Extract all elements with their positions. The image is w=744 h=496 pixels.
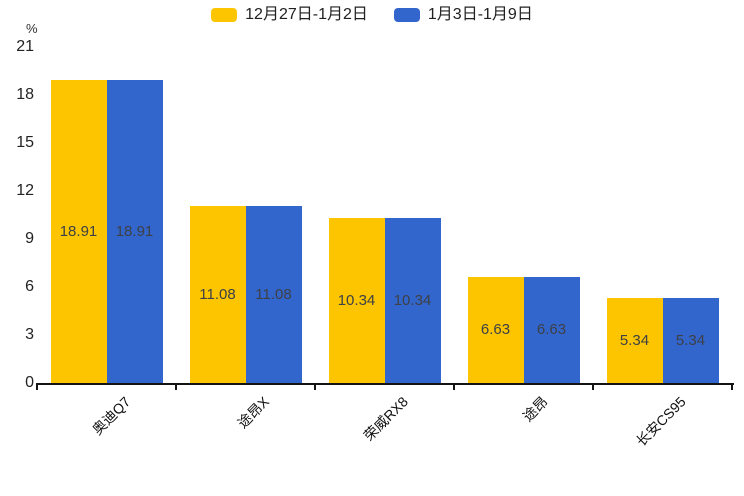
x-axis-tick-mark — [592, 385, 594, 390]
y-axis-unit-label: % — [26, 21, 38, 36]
bar-series-0-category-4[interactable]: 5.34 — [606, 298, 663, 383]
y-axis-tick-label: 6 — [25, 278, 34, 295]
bar-series-1-category-3[interactable]: 6.63 — [523, 277, 580, 383]
bar-series-0-category-1[interactable]: 11.08 — [189, 206, 246, 383]
bar-value-label: 10.34 — [393, 291, 432, 309]
bar-series-1-category-2[interactable]: 10.34 — [384, 218, 441, 383]
x-axis-tick-mark — [453, 385, 455, 390]
bar-value-label: 6.63 — [480, 321, 511, 338]
y-axis-tick-label: 18 — [16, 86, 34, 103]
x-axis-tick-mark — [731, 385, 733, 390]
x-axis-category-label: 长安CS95 — [633, 393, 690, 450]
legend-item-series-1[interactable]: 1月3日-1月9日 — [393, 6, 533, 24]
legend-item-series-0[interactable]: 12月27日-1月2日 — [211, 6, 368, 24]
bar-series-0-category-3[interactable]: 6.63 — [467, 277, 524, 383]
y-axis-tick-label: 15 — [16, 134, 34, 151]
x-axis-category-label: 途昂X — [234, 393, 273, 432]
x-axis-tick-mark — [36, 385, 38, 390]
bar-value-label: 5.34 — [619, 331, 650, 349]
bar-value-label: 18.91 — [115, 222, 154, 240]
x-axis-tick-mark — [314, 385, 316, 390]
x-axis-category-label: 荣威RX8 — [360, 393, 412, 444]
y-axis-tick-label: 3 — [25, 326, 34, 343]
legend-label: 1月3日-1月9日 — [427, 6, 533, 23]
bar-series-1-category-0[interactable]: 18.91 — [106, 80, 163, 383]
legend-swatch-icon — [211, 8, 238, 22]
bar-series-1-category-1[interactable]: 11.08 — [245, 206, 302, 383]
bar-value-label: 11.08 — [199, 285, 236, 303]
bar-series-0-category-2[interactable]: 10.34 — [328, 218, 385, 383]
bar-value-label: 18.91 — [59, 222, 98, 240]
legend-swatch-icon — [393, 8, 420, 22]
x-axis-tick-mark — [175, 385, 177, 390]
x-axis-category-label: 途昂 — [519, 393, 551, 425]
x-axis-line — [36, 383, 734, 385]
y-axis-tick-label: 9 — [25, 230, 34, 247]
y-axis-tick-label: 21 — [16, 38, 34, 55]
bar-value-label: 5.34 — [675, 331, 706, 349]
bar-series-0-category-0[interactable]: 18.91 — [50, 80, 107, 383]
y-axis-tick-label: 12 — [16, 182, 34, 199]
x-axis-category-label: 奥迪Q7 — [88, 393, 134, 438]
legend-label: 12月27日-1月2日 — [245, 6, 368, 23]
chart-legend: 12月27日-1月2日 1月3日-1月9日 — [0, 6, 744, 24]
bar-series-1-category-4[interactable]: 5.34 — [662, 298, 719, 383]
bar-value-label: 6.63 — [536, 321, 567, 338]
y-axis-tick-label: 0 — [25, 374, 34, 391]
bar-value-label: 10.34 — [337, 291, 376, 309]
bar-value-label: 11.08 — [255, 285, 292, 303]
